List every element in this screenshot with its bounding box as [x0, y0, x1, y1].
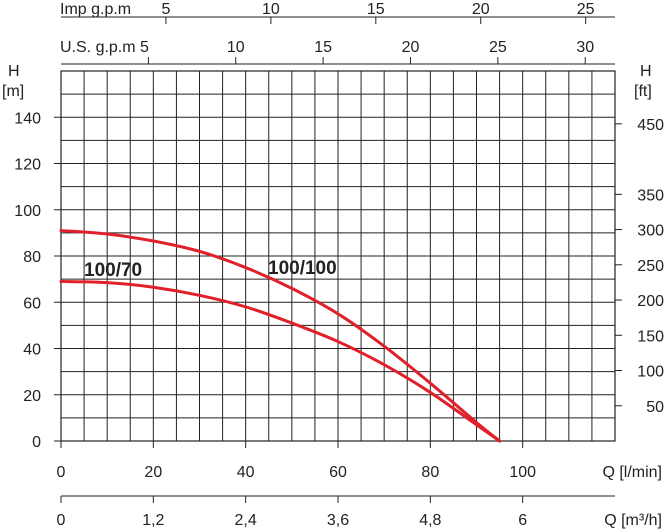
usgpm-tick-label: 15 — [314, 39, 332, 56]
y-tick-label: 120 — [14, 157, 41, 174]
series-line-100-100 — [59, 229, 502, 443]
curves — [59, 229, 502, 443]
impgpm-tick-label: 5 — [161, 1, 170, 18]
y-tick-label: 80 — [23, 249, 41, 266]
usgpm-axis-title: U.S. g.p.m 5 — [60, 39, 149, 56]
m3h-tick-label: 4,8 — [419, 512, 441, 529]
m3h-tick-label: 0 — [57, 512, 66, 529]
x-axis-title: Q [l/min] — [602, 464, 662, 481]
y2-tick-label: 250 — [637, 258, 664, 275]
m3h-tick-label: 1,2 — [142, 512, 164, 529]
y2-tick-label: 100 — [637, 364, 664, 381]
m3h-tick-label: 2,4 — [235, 512, 257, 529]
y-tick-label: 100 — [14, 203, 41, 220]
y2-tick-label: 150 — [637, 328, 664, 345]
x-tick-label: 0 — [57, 464, 66, 481]
y2-tick-label: 300 — [637, 223, 664, 240]
series-line-100-70 — [59, 279, 502, 443]
m3h-tick-label: 6 — [518, 512, 527, 529]
y-tick-label: 0 — [32, 434, 41, 451]
y-axis-title: H — [8, 63, 20, 80]
x-tick-label: 40 — [237, 464, 255, 481]
y2-axis-unit: [ft] — [634, 83, 652, 100]
usgpm-tick-label: 30 — [576, 39, 594, 56]
impgpm-tick-label: 20 — [472, 1, 490, 18]
impgpm-tick-label: 10 — [262, 1, 280, 18]
y2-tick-label: 200 — [637, 293, 664, 310]
series-label-100-100: 100/100 — [268, 258, 337, 279]
y2-tick-label: 450 — [637, 117, 664, 134]
y2-axis-title: H — [640, 63, 652, 80]
x-tick-label: 100 — [509, 464, 536, 481]
y-axis-unit: [m] — [2, 83, 24, 100]
y-tick-label: 40 — [23, 342, 41, 359]
labels: 100/70 100/100 — [84, 258, 337, 281]
x-tick-label: 20 — [144, 464, 162, 481]
m3h-tick-label: 3,6 — [327, 512, 349, 529]
y2-tick-label: 350 — [637, 187, 664, 204]
y-tick-label: 140 — [14, 110, 41, 127]
grid — [60, 70, 616, 442]
impgpm-tick-label: 25 — [577, 1, 595, 18]
usgpm-tick-label: 25 — [489, 39, 507, 56]
impgpm-axis-title: Imp g.p.m — [60, 1, 131, 18]
y-tick-label: 20 — [23, 388, 41, 405]
m3h-axis-title: Q [m³/h] — [604, 512, 662, 529]
impgpm-tick-label: 15 — [367, 1, 385, 18]
series-label-100-70: 100/70 — [84, 260, 142, 281]
usgpm-tick-label: 20 — [402, 39, 420, 56]
y-tick-label: 60 — [23, 295, 41, 312]
x-tick-label: 60 — [329, 464, 347, 481]
usgpm-tick-label: 10 — [227, 39, 245, 56]
x-tick-label: 80 — [421, 464, 439, 481]
y2-tick-label: 50 — [646, 399, 664, 416]
